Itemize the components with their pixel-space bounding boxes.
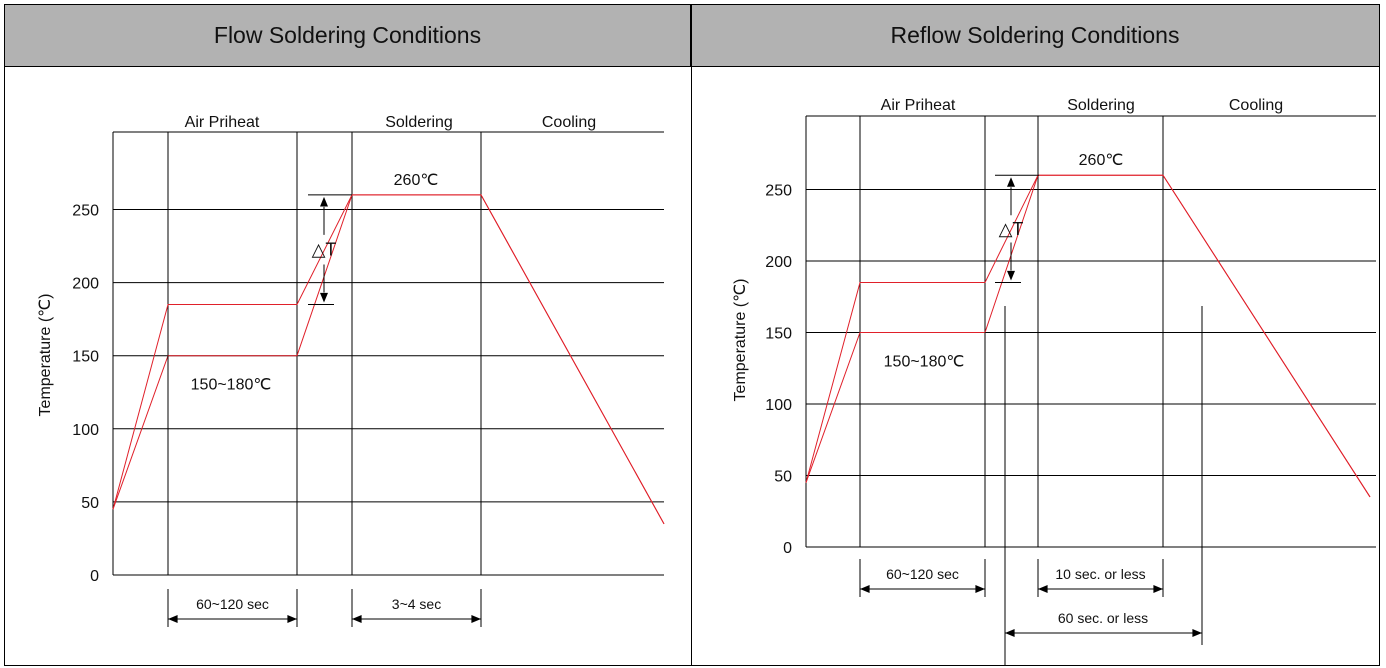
chart-flow-preheat-range: 150~180℃ [191, 377, 272, 394]
chart-reflow-delta-head-down [1007, 270, 1015, 281]
chart-flow-ytick-250: 250 [72, 203, 99, 220]
flow-header: Flow Soldering Conditions [5, 5, 691, 67]
chart-reflow-ytick-250: 250 [765, 183, 792, 200]
chart-flow-ylabel: Temperature (℃) [37, 294, 54, 417]
chart-flow-dim-preheat-arrow-right [287, 615, 297, 623]
chart-flow-dim-solder-arrow-left [352, 615, 362, 623]
column-divider [691, 5, 692, 665]
chart-flow-peak-label: 260℃ [394, 172, 439, 189]
chart-reflow-dim-peak-label: 10 sec. or less [1055, 566, 1145, 582]
chart-flow-stage-label-0: Air Priheat [185, 114, 260, 131]
chart-reflow-dim-preheat-arrow-right [975, 585, 985, 593]
soldering-conditions-table: Flow Soldering Conditions Reflow Solderi… [4, 4, 1380, 666]
chart-flow-ytick-200: 200 [72, 276, 99, 293]
chart-reflow-dim-solder-arrow-right [1192, 629, 1202, 637]
chart-flow-series-lower [112, 194, 665, 525]
chart-reflow-series-lower [805, 174, 1371, 498]
chart-reflow-preheat-range: 150~180℃ [884, 354, 965, 371]
chart-reflow-ylabel: Temperature (℃) [732, 279, 749, 402]
chart-flow-delta-label: △T [312, 240, 337, 260]
chart-reflow-dim-preheat-arrow-left [860, 585, 870, 593]
chart-reflow-dim-solder-arrow-left [1005, 629, 1015, 637]
chart-reflow-stage-label-0: Air Priheat [881, 97, 956, 114]
chart-flow-stage-label-2: Cooling [542, 114, 596, 131]
chart-reflow-ytick-100: 100 [765, 397, 792, 414]
chart-reflow-dim-preheat-label: 60~120 sec [886, 566, 959, 582]
chart-reflow-ytick-150: 150 [765, 326, 792, 343]
chart-flow-delta-head-up [320, 196, 328, 207]
chart-flow-dim-solder-label: 3~4 sec [392, 596, 441, 612]
chart-reflow-delta-label: △T [999, 219, 1024, 239]
chart-flow-delta-head-down [320, 292, 328, 303]
chart-reflow-ytick-0: 0 [783, 540, 792, 557]
chart-flow-dim-preheat-label: 60~120 sec [196, 596, 269, 612]
reflow-header: Reflow Soldering Conditions [691, 5, 1379, 67]
chart-flow-ytick-50: 50 [81, 495, 99, 512]
chart-reflow-dim-solder-label: 60 sec. or less [1058, 610, 1148, 626]
chart-reflow-ytick-50: 50 [774, 469, 792, 486]
chart-flow-dim-solder-arrow-right [471, 615, 481, 623]
chart-flow-stage-label-1: Soldering [385, 114, 453, 131]
chart-flow-ytick-100: 100 [72, 422, 99, 439]
chart-reflow-series-upper [805, 174, 1371, 498]
chart-reflow-delta-head-up [1007, 177, 1015, 187]
chart-reflow-stage-label-1: Soldering [1067, 97, 1135, 114]
chart-reflow-dim-peak-arrow-left [1038, 585, 1048, 593]
chart-flow-dim-preheat-arrow-left [168, 615, 178, 623]
chart-reflow-dim-peak-arrow-right [1153, 585, 1163, 593]
chart-flow-series-upper [112, 194, 665, 525]
chart-reflow-peak-label: 260℃ [1079, 152, 1124, 169]
chart-flow-ytick-150: 150 [72, 349, 99, 366]
chart-flow-ytick-0: 0 [90, 568, 99, 585]
chart-reflow-ytick-200: 200 [765, 254, 792, 271]
chart-reflow-stage-label-2: Cooling [1229, 97, 1283, 114]
